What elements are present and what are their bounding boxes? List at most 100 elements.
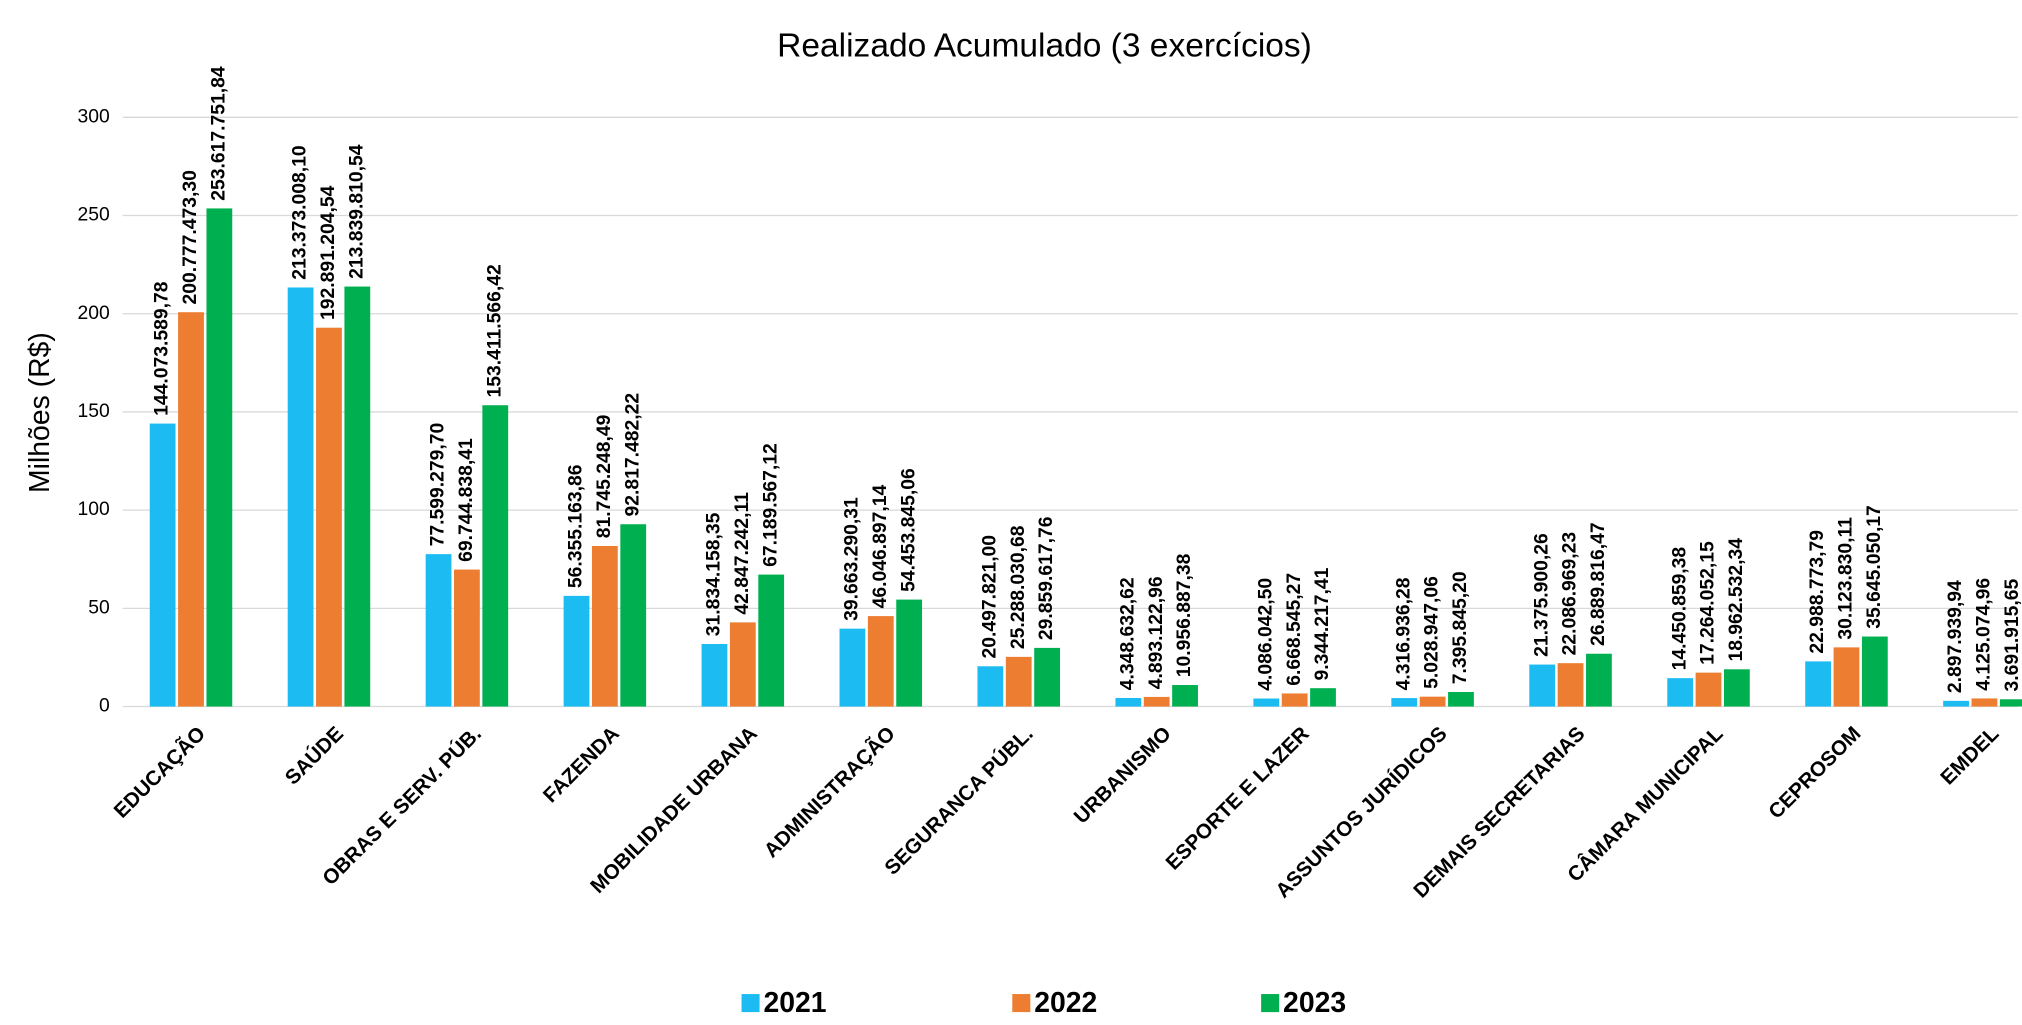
bar (454, 569, 480, 707)
bar (1172, 685, 1198, 707)
value-label: 17.264.052,15 (1698, 541, 1719, 665)
value-label: 4.086.042,50 (1255, 578, 1276, 691)
y-axis-label: Milhões (R$) (24, 332, 56, 493)
x-tick-label: OBRAS E SERV. PÚB. (317, 721, 485, 889)
value-label: 31.834.158,35 (704, 512, 725, 636)
y-tick-label: 0 (99, 696, 110, 717)
value-label: 20.497.821,00 (979, 535, 1000, 659)
bar (1667, 678, 1694, 707)
bar (758, 574, 785, 707)
bar (1005, 656, 1032, 707)
value-label: 92.817.482,22 (622, 393, 643, 517)
bar (729, 622, 756, 707)
value-label: 253.617.751,84 (208, 66, 229, 201)
value-label: 21.375.900,26 (1531, 533, 1552, 657)
legend-swatch (1261, 994, 1280, 1013)
bar (1253, 698, 1280, 707)
value-label: 2.897.939,94 (1945, 580, 1966, 693)
value-label: 4.893.122,96 (1146, 576, 1167, 689)
value-label: 3.691.915,65 (2002, 578, 2022, 691)
bar (591, 545, 618, 707)
value-label: 192.891.204,54 (318, 185, 339, 320)
bar (1034, 647, 1060, 707)
bar (867, 616, 894, 707)
x-tick-label: FAZENDA (539, 722, 624, 807)
y-tick-label: 300 (78, 106, 110, 127)
y-tick-label: 50 (88, 597, 109, 618)
value-label: 69.744.838,41 (456, 438, 477, 562)
value-label: 29.859.617,76 (1036, 516, 1057, 640)
y-tick-label: 200 (78, 303, 110, 324)
bar (1557, 663, 1584, 707)
x-tick-label: EDUCAÇÃO (110, 722, 210, 822)
x-tick-label: ADMINISTRAÇÃO (760, 722, 900, 862)
y-tick-label: 150 (78, 401, 110, 422)
value-label: 10.956.887,38 (1174, 553, 1195, 677)
value-label: 39.663.290,31 (842, 497, 863, 621)
bar (287, 287, 314, 707)
bar (1861, 636, 1888, 707)
value-label: 35.645.050,17 (1864, 505, 1885, 629)
bar (178, 312, 204, 707)
bar (563, 595, 590, 707)
legend-label: 2021 (763, 987, 826, 1019)
bar (1999, 699, 2022, 707)
bar (1529, 664, 1556, 707)
value-label: 6.668.545,27 (1284, 573, 1305, 686)
value-label: 213.373.008,10 (290, 145, 311, 279)
x-tick-label: CÂMARA MUNICIPAL (1562, 721, 1727, 886)
bar (1695, 672, 1722, 707)
value-label: 5.028.947,06 (1422, 576, 1443, 689)
bar (1805, 661, 1831, 707)
bar (316, 327, 342, 707)
bar (1971, 698, 1998, 707)
legend-swatch (1012, 994, 1031, 1013)
value-label: 14.450.859,38 (1669, 547, 1690, 671)
value-label: 153.411.566,42 (484, 264, 505, 397)
bar (1586, 653, 1612, 707)
bar (1419, 696, 1446, 707)
bar (1943, 700, 1969, 707)
x-tick-label: URBANISMO (1070, 722, 1176, 828)
bar (344, 286, 371, 707)
bar (149, 423, 176, 707)
bar (620, 524, 647, 707)
bar (1723, 669, 1750, 707)
bar (1310, 688, 1336, 707)
value-label: 7.395.845,20 (1450, 571, 1471, 684)
bar (701, 644, 728, 707)
y-tick-label: 100 (78, 499, 110, 520)
value-label: 22.086.969,23 (1560, 532, 1581, 656)
bar (206, 208, 233, 707)
value-label: 77.599.279,70 (428, 423, 449, 547)
value-label: 4.125.074,96 (1974, 578, 1995, 691)
bar (977, 666, 1004, 707)
value-label: 144.073.589,78 (152, 281, 173, 416)
legend-label: 2023 (1283, 987, 1346, 1019)
value-label: 30.123.830,11 (1836, 517, 1857, 640)
value-label: 4.316.936,28 (1393, 577, 1414, 690)
bar (1143, 696, 1170, 707)
bar (1281, 693, 1308, 707)
legend-label: 2022 (1034, 987, 1097, 1019)
x-tick-label: ESPORTE E LAZER (1161, 722, 1313, 874)
legend-swatch (741, 994, 760, 1013)
value-label: 4.348.632,62 (1117, 577, 1138, 690)
value-label: 67.189.567,12 (760, 443, 781, 567)
x-tick-label: CEPROSOM (1764, 722, 1865, 823)
x-tick-label: SAÚDE (280, 721, 348, 789)
bar (482, 405, 509, 707)
bar (1833, 647, 1860, 707)
value-label: 200.777.473,30 (180, 170, 201, 304)
value-label: 22.988.773,79 (1807, 530, 1828, 654)
value-label: 81.745.248,49 (594, 414, 615, 538)
value-label: 56.355.163,86 (566, 464, 587, 588)
x-tick-label: EMDEL (1936, 722, 2003, 789)
value-label: 26.889.816,47 (1588, 522, 1609, 646)
bar (1391, 698, 1418, 707)
value-label: 25.288.030,68 (1008, 525, 1029, 649)
x-tick-label: SEGURANCA PÚBL. (880, 721, 1038, 879)
chart-subtitle: Realizado Acumulado (3 exercícios) (777, 28, 1312, 65)
bar (896, 599, 923, 707)
